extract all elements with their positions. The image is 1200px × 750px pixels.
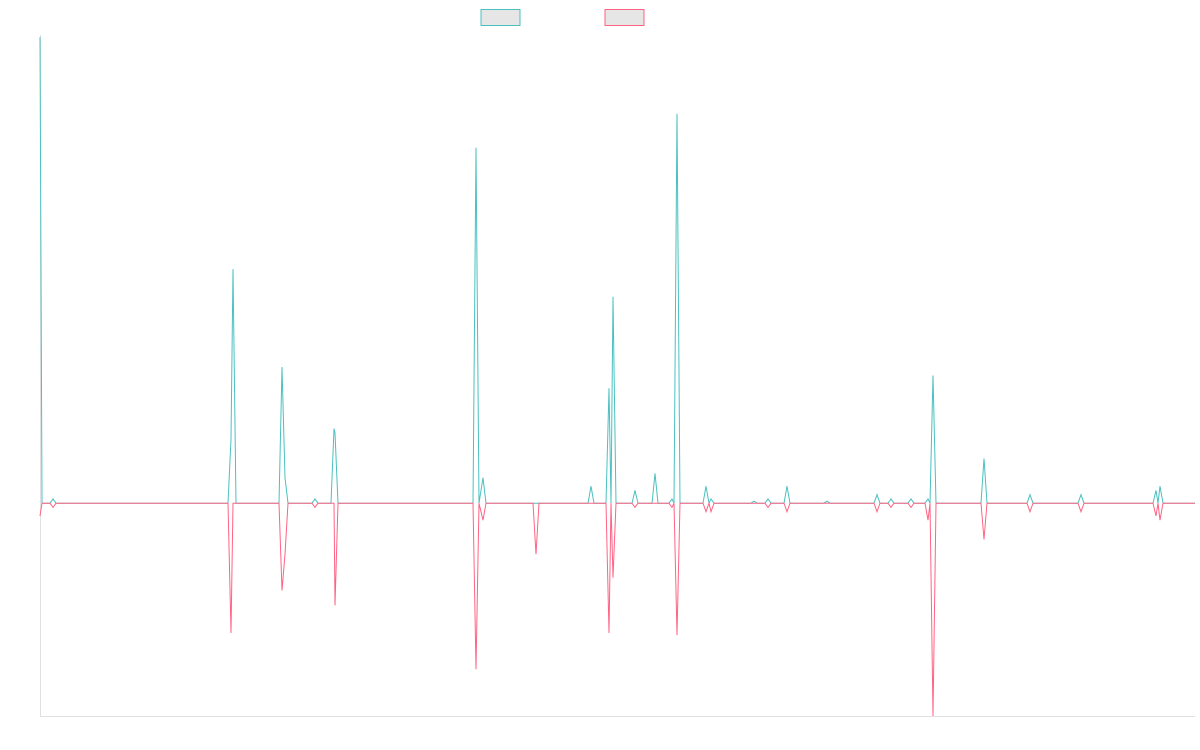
legend-swatch[interactable]	[604, 9, 645, 26]
legend-swatch[interactable]	[480, 9, 521, 26]
line-series	[39, 37, 1195, 505]
line-series	[39, 501, 1195, 717]
